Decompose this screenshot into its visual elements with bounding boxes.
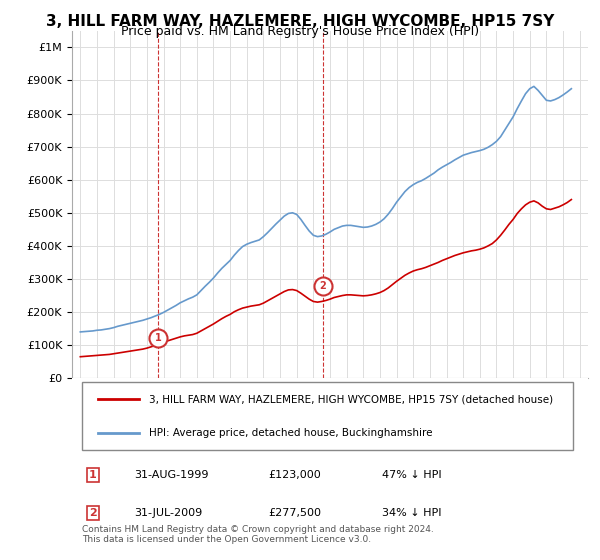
- Text: Price paid vs. HM Land Registry's House Price Index (HPI): Price paid vs. HM Land Registry's House …: [121, 25, 479, 38]
- Text: 1: 1: [89, 470, 97, 480]
- Text: £277,500: £277,500: [268, 508, 321, 518]
- Text: 3, HILL FARM WAY, HAZLEMERE, HIGH WYCOMBE, HP15 7SY (detached house): 3, HILL FARM WAY, HAZLEMERE, HIGH WYCOMB…: [149, 394, 554, 404]
- Text: HPI: Average price, detached house, Buckinghamshire: HPI: Average price, detached house, Buck…: [149, 428, 433, 438]
- Text: 31-AUG-1999: 31-AUG-1999: [134, 470, 208, 480]
- Text: 47% ↓ HPI: 47% ↓ HPI: [382, 470, 441, 480]
- Text: 2: 2: [320, 282, 326, 291]
- Text: 2: 2: [89, 508, 97, 518]
- Text: 31-JUL-2009: 31-JUL-2009: [134, 508, 202, 518]
- Text: £123,000: £123,000: [268, 470, 321, 480]
- Text: 3, HILL FARM WAY, HAZLEMERE, HIGH WYCOMBE, HP15 7SY: 3, HILL FARM WAY, HAZLEMERE, HIGH WYCOMB…: [46, 14, 554, 29]
- Text: Contains HM Land Registry data © Crown copyright and database right 2024.
This d: Contains HM Land Registry data © Crown c…: [82, 525, 434, 544]
- Text: 34% ↓ HPI: 34% ↓ HPI: [382, 508, 441, 518]
- FancyBboxPatch shape: [82, 382, 572, 450]
- Text: 1: 1: [155, 333, 161, 343]
